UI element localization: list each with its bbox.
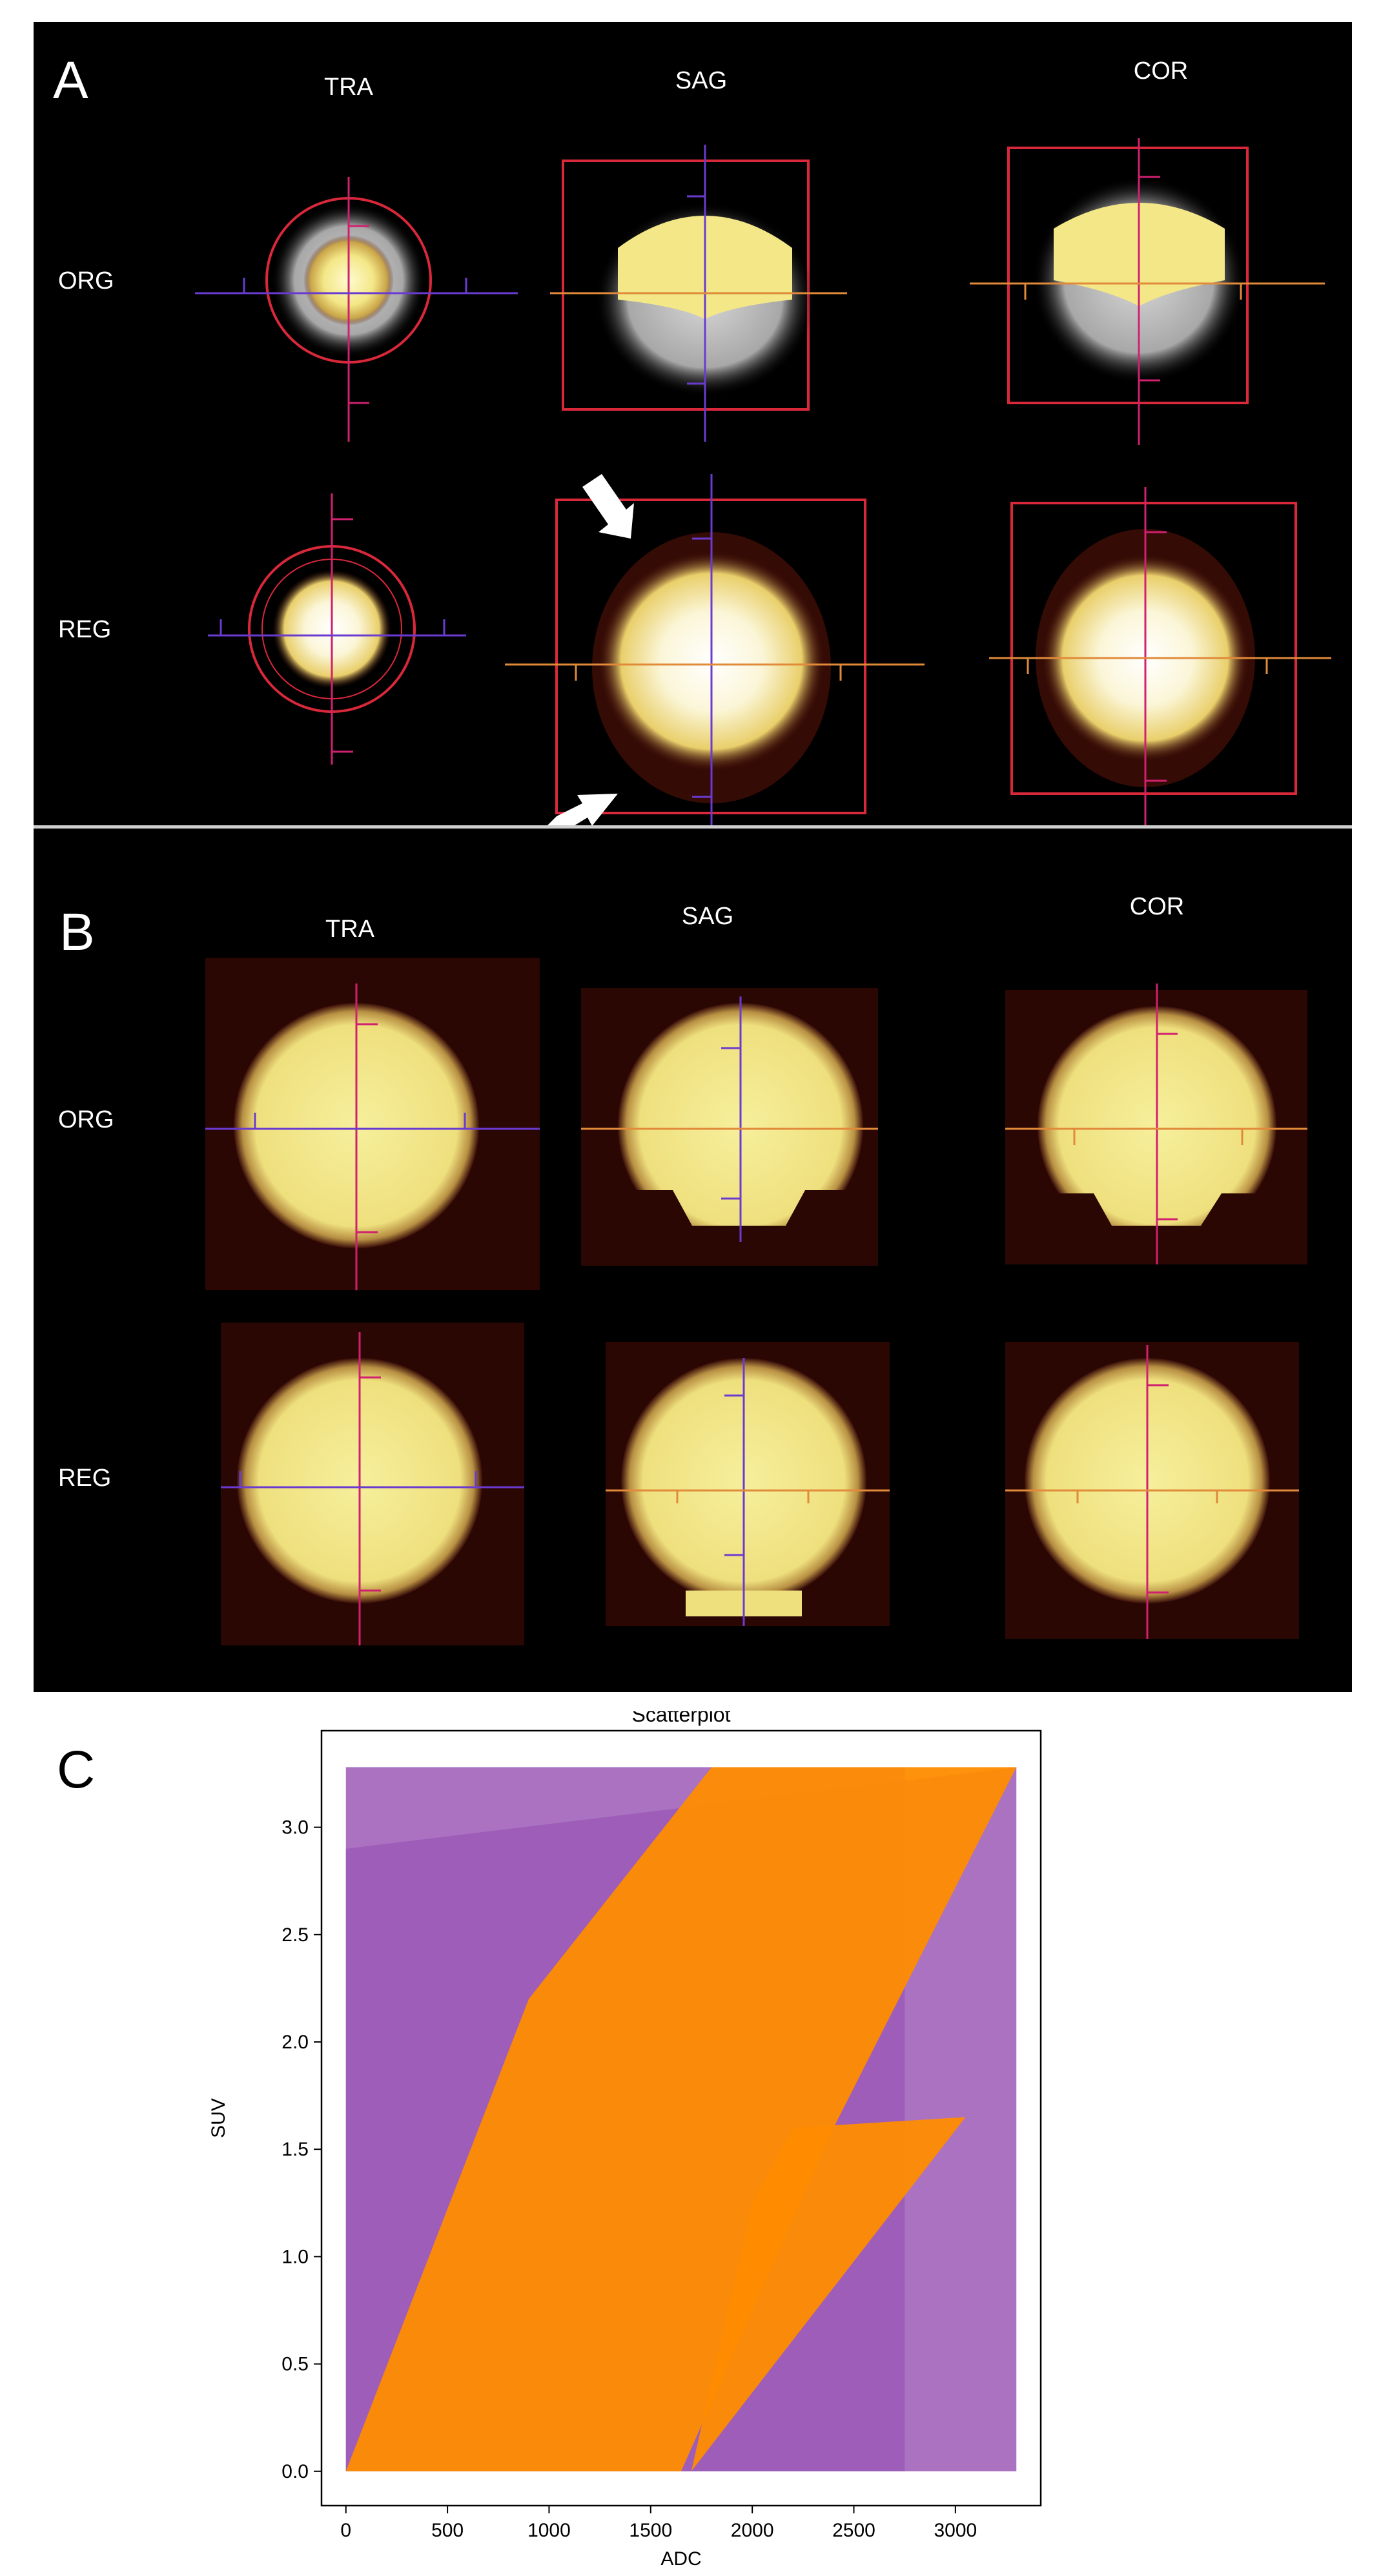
- panel-c-letter: C: [57, 1740, 96, 1799]
- panel-b: B TRA SAG COR ORG REG: [34, 829, 1352, 1692]
- y-tick-label: 1.0: [281, 2246, 309, 2267]
- b-org-sag-image: [581, 988, 878, 1266]
- chart-title: Scatterplot: [632, 1711, 731, 1726]
- x-tick-label: 2000: [731, 2520, 774, 2541]
- x-tick-label: 1500: [629, 2520, 672, 2541]
- y-tick-label: 1.5: [281, 2139, 309, 2160]
- panel-a-row-org: ORG: [58, 267, 114, 294]
- b-reg-cor-image: [1005, 1342, 1299, 1639]
- x-tick-label: 500: [431, 2520, 464, 2541]
- y-tick-label: 3.0: [281, 1817, 309, 1839]
- panel-a-letter: A: [53, 51, 88, 110]
- x-tick-label: 3000: [934, 2520, 977, 2541]
- x-tick-label: 2500: [832, 2520, 875, 2541]
- arrow-icon: [546, 794, 618, 827]
- series-1-band-1: [691, 2117, 966, 2471]
- panel-b-row-reg: REG: [58, 1465, 112, 1492]
- panel-a: A TRA SAG COR ORG REG: [34, 22, 1352, 827]
- panel-a-row-reg: REG: [58, 616, 112, 643]
- panel-b-images: [205, 958, 1307, 1645]
- a-reg-cor-image: [989, 487, 1331, 827]
- panel-b-col-sag: SAG: [681, 903, 734, 930]
- b-reg-tra-image: [221, 1323, 524, 1645]
- panel-b-letter: B: [59, 903, 95, 962]
- panel-b-row-org: ORG: [58, 1106, 114, 1133]
- panel-b-col-cor: COR: [1129, 893, 1185, 920]
- panel-divider: [34, 825, 1352, 829]
- y-axis-label: SUV: [208, 2098, 229, 2138]
- arrow-icon: [582, 474, 634, 539]
- a-org-tra-image: [195, 177, 518, 442]
- panel-a-col-tra: TRA: [324, 74, 373, 101]
- b-reg-sag-image: [606, 1342, 890, 1626]
- b-org-tra-image: [205, 958, 540, 1290]
- panel-a-col-cor: COR: [1133, 57, 1189, 85]
- plot-frame: [320, 1729, 1042, 2507]
- y-tick-label: 2.0: [281, 2032, 309, 2053]
- a-reg-sag-image: [505, 474, 925, 827]
- panel-b-col-tra: TRA: [325, 916, 374, 943]
- scatterplot-chart: Scatterplot 0 500 1000 1500 2000 2500 3000 0.0 0.…: [208, 1711, 1042, 2570]
- a-org-cor-image: [970, 138, 1325, 445]
- panel-a-images: [195, 138, 1331, 827]
- x-tick-label: 0: [340, 2520, 351, 2541]
- y-tick-label: 0.5: [281, 2354, 309, 2375]
- series-1-band-0: [345, 1767, 1017, 2471]
- a-org-sag-image: [550, 145, 847, 442]
- a-reg-tra-image: [208, 493, 466, 765]
- panel-a-col-sag: SAG: [675, 67, 728, 94]
- b-org-cor-image: [1005, 984, 1307, 1264]
- y-tick-label: 0.0: [281, 2461, 309, 2482]
- y-tick-label: 2.5: [281, 1924, 309, 1946]
- x-axis-label: ADC: [660, 2548, 701, 2570]
- x-tick-label: 1000: [527, 2520, 571, 2541]
